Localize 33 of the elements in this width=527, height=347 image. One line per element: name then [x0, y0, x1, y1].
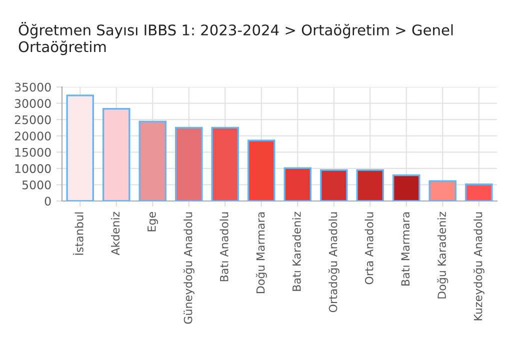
- bar: [284, 167, 312, 201]
- bar: [247, 140, 276, 201]
- y-tick-label: 5000: [22, 180, 51, 190]
- bar: [66, 94, 94, 201]
- x-tick-label: Orta Anadolu: [364, 212, 374, 284]
- bar: [102, 108, 130, 201]
- x-tick-label: Batı Anadolu: [220, 212, 228, 282]
- chart-title: Öğretmen Sayısı IBBS 1: 2023-2024 > Ortaöğretim > Genel Ortaöğretim: [18, 22, 453, 56]
- y-tick-label: 35000: [14, 82, 51, 92]
- x-tick-label: Ege: [148, 212, 158, 232]
- bar: [138, 120, 167, 201]
- y-tick-label: 20000: [14, 132, 51, 141]
- x-tick-label: Güneydoğu Anadolu: [183, 212, 194, 324]
- x-tick-label: Batı Karadeniz: [292, 212, 301, 291]
- x-tick-label: İstanbul: [73, 212, 84, 255]
- x-tick-label: Kuzeydoğu Anadolu: [473, 212, 484, 320]
- y-tick-label: 30000: [14, 99, 51, 108]
- x-tick-label: Doğu Karadeniz: [437, 212, 448, 298]
- bar: [428, 180, 457, 201]
- x-tick-label: Akdeniz: [111, 212, 120, 256]
- x-tick-label: Batı Marmara: [401, 212, 410, 286]
- x-tick-label: Ortadoğu Anadolu: [328, 212, 340, 312]
- bar: [320, 169, 348, 201]
- y-tick-label: 15000: [15, 148, 51, 157]
- y-tick-label: 25000: [14, 115, 51, 124]
- x-tick-label: Doğu Marmara: [256, 212, 267, 294]
- bar: [464, 184, 493, 201]
- bar: [211, 126, 240, 201]
- y-tick-label: 10000: [15, 164, 51, 174]
- y-tick-label: 0: [44, 196, 51, 206]
- bar: [174, 126, 203, 201]
- bar: [392, 174, 420, 201]
- bar: [356, 169, 384, 201]
